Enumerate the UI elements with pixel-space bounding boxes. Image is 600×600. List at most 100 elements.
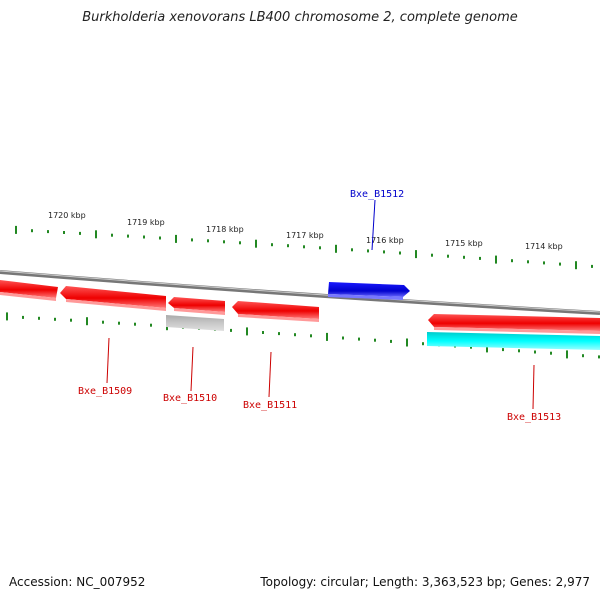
minor-tick (47, 230, 49, 234)
minor-tick (374, 338, 376, 342)
major-tick (566, 350, 568, 359)
minor-tick (511, 259, 513, 263)
gene-label-bxe-b1512[interactable]: Bxe_B1512 (350, 189, 404, 200)
minor-tick (278, 332, 280, 336)
major-tick (326, 332, 328, 341)
leader-line (106, 337, 110, 384)
leader-line (190, 346, 194, 392)
minor-tick (479, 256, 481, 260)
outer-tick-ring (15, 225, 593, 270)
gene-label-bxe-b1511[interactable]: Bxe_B1511 (243, 400, 297, 411)
minor-tick (118, 321, 120, 325)
minor-tick (127, 234, 129, 238)
minor-tick (111, 233, 113, 237)
minor-tick (63, 231, 65, 234)
minor-tick (70, 318, 72, 322)
minor-tick (150, 323, 152, 327)
major-tick (86, 317, 88, 326)
major-tick (175, 234, 177, 243)
gene-arrow-bxe-b1513-cyan[interactable] (427, 332, 600, 350)
accession-label: Accession: NC_007952 (9, 575, 146, 589)
minor-tick (591, 264, 593, 268)
minor-tick (159, 236, 161, 240)
minor-tick (223, 240, 225, 244)
genome-backbone (0, 270, 600, 315)
minor-tick (319, 246, 321, 250)
minor-tick (367, 249, 369, 253)
minor-tick (271, 243, 273, 247)
minor-tick (527, 260, 529, 264)
minor-tick (262, 331, 264, 334)
minor-tick (582, 354, 584, 358)
major-tick (415, 250, 417, 259)
gene-arrow-bxe-b1510-grey[interactable] (166, 315, 224, 331)
minor-tick (543, 261, 545, 265)
minor-tick (598, 355, 600, 359)
major-tick (486, 344, 488, 353)
minor-tick (134, 322, 136, 326)
major-tick (6, 312, 8, 321)
minor-tick (22, 315, 24, 319)
minor-tick (294, 333, 296, 337)
major-tick (495, 255, 497, 264)
minor-tick (31, 229, 33, 233)
minor-tick (447, 254, 449, 258)
minor-tick (358, 337, 360, 341)
gene-arrow-bxe-b1512[interactable] (328, 282, 410, 300)
gene-arrow-bxe-b1509[interactable] (60, 286, 166, 311)
gene-label-bxe-b1510[interactable]: Bxe_B1510 (163, 393, 217, 404)
major-tick (335, 244, 337, 253)
minor-tick (79, 231, 81, 235)
minor-tick (303, 245, 305, 249)
minor-tick (239, 241, 241, 245)
minor-tick (550, 351, 552, 355)
major-tick (255, 239, 257, 248)
minor-tick (207, 239, 209, 243)
kbp-label: 1719 kbp (127, 218, 165, 227)
minor-tick (422, 342, 424, 346)
minor-tick (143, 235, 145, 239)
kbp-label: 1717 kbp (286, 231, 324, 240)
gene-arrow-left-edge[interactable] (0, 280, 58, 301)
minor-tick (38, 316, 40, 320)
minor-tick (470, 345, 472, 349)
major-tick (406, 338, 408, 347)
minor-tick (463, 255, 465, 259)
kbp-label: 1720 kbp (48, 211, 86, 220)
kbp-label: 1716 kbp (366, 236, 404, 245)
kbp-label: 1718 kbp (206, 225, 244, 234)
gene-arrow-bxe-b1510[interactable] (168, 297, 225, 315)
genome-summary: Topology: circular; Length: 3,363,523 bp… (260, 575, 590, 589)
gene-arrow-bxe-b1513[interactable] (428, 314, 600, 334)
minor-tick (342, 336, 344, 340)
minor-tick (351, 248, 353, 252)
minor-tick (559, 262, 561, 266)
minor-tick (390, 339, 392, 343)
map-title: Burkholderia xenovorans LB400 chromosome… (82, 10, 518, 25)
leader-line (532, 364, 535, 410)
minor-tick (102, 320, 104, 324)
major-tick (246, 327, 248, 336)
leader-line (268, 351, 272, 398)
minor-tick (534, 350, 536, 354)
minor-tick (518, 349, 520, 353)
minor-tick (502, 348, 504, 352)
inner-tick-ring (6, 312, 600, 359)
gene-label-bxe-b1513[interactable]: Bxe_B1513 (507, 412, 561, 423)
minor-tick (399, 251, 401, 255)
kbp-label: 1714 kbp (525, 242, 563, 251)
minor-tick (54, 317, 56, 321)
minor-tick (431, 253, 433, 257)
major-tick (95, 230, 97, 239)
major-tick (575, 261, 577, 270)
minor-tick (230, 328, 232, 332)
major-tick (15, 225, 17, 234)
genome-backbone-highlight (0, 270, 600, 313)
minor-tick (191, 238, 193, 242)
kbp-label: 1715 kbp (445, 239, 483, 248)
minor-tick (383, 250, 385, 254)
gene-label-bxe-b1509[interactable]: Bxe_B1509 (78, 386, 132, 397)
gene-arrow-bxe-b1511[interactable] (232, 301, 319, 322)
